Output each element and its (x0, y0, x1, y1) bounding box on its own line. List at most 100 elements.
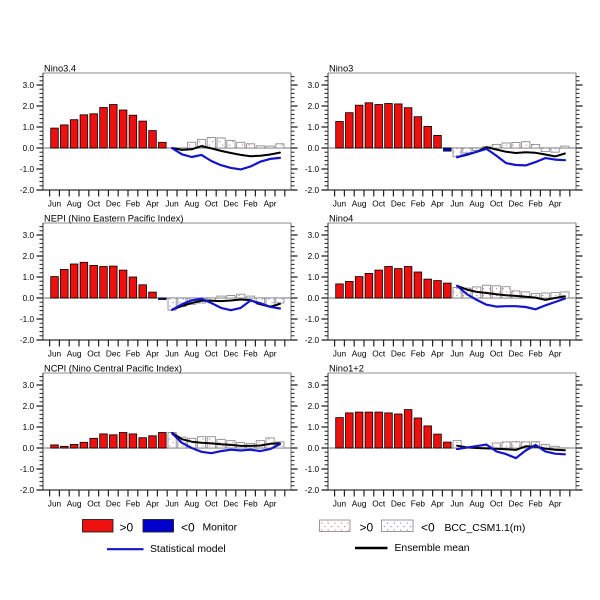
svg-text:0.0: 0.0 (308, 444, 320, 453)
svg-text:1.0: 1.0 (23, 123, 35, 132)
svg-text:Apr: Apr (264, 199, 277, 209)
svg-text:<0: <0 (421, 521, 435, 535)
svg-text:Apr: Apr (431, 499, 444, 509)
svg-text:Feb: Feb (528, 349, 543, 359)
svg-text:Apr: Apr (431, 199, 444, 209)
svg-text:Aug: Aug (67, 199, 82, 209)
svg-text:Dec: Dec (509, 199, 524, 209)
svg-text:Feb: Feb (243, 499, 258, 509)
svg-text:Dec: Dec (224, 499, 239, 509)
svg-text:Jun: Jun (165, 199, 179, 209)
svg-text:2.0: 2.0 (23, 102, 35, 111)
svg-text:Jun: Jun (450, 349, 464, 359)
svg-text:Feb: Feb (126, 349, 141, 359)
svg-text:Dec: Dec (106, 499, 121, 509)
svg-text:Aug: Aug (469, 199, 484, 209)
svg-text:Jun: Jun (48, 349, 62, 359)
svg-text:Dec: Dec (509, 499, 524, 509)
svg-text:Jun: Jun (333, 499, 347, 509)
svg-text:-2.0: -2.0 (305, 486, 320, 495)
svg-text:Feb: Feb (411, 349, 426, 359)
svg-text:Oct: Oct (87, 499, 101, 509)
svg-text:Aug: Aug (67, 349, 82, 359)
svg-text:0.0: 0.0 (23, 444, 35, 453)
svg-text:Oct: Oct (372, 499, 386, 509)
svg-text:Feb: Feb (528, 499, 543, 509)
svg-text:-1.0: -1.0 (20, 465, 35, 474)
svg-text:Feb: Feb (126, 199, 141, 209)
svg-text:NEPI (Nino Eastern Pacific Ind: NEPI (Nino Eastern Pacific Index) (44, 214, 184, 224)
svg-text:Nino3.4: Nino3.4 (44, 64, 76, 74)
svg-text:Aug: Aug (67, 499, 82, 509)
svg-text:Dec: Dec (391, 349, 406, 359)
svg-text:Jun: Jun (333, 199, 347, 209)
svg-text:Oct: Oct (87, 349, 101, 359)
svg-text:Apr: Apr (146, 349, 159, 359)
svg-text:Apr: Apr (264, 499, 277, 509)
svg-text:-2.0: -2.0 (20, 336, 35, 345)
svg-text:-2.0: -2.0 (20, 186, 35, 195)
svg-text:1.0: 1.0 (308, 423, 320, 432)
svg-text:3.0: 3.0 (308, 231, 320, 240)
svg-text:0.0: 0.0 (308, 294, 320, 303)
svg-text:Dec: Dec (106, 199, 121, 209)
svg-text:-1.0: -1.0 (20, 165, 35, 174)
svg-text:0.0: 0.0 (23, 294, 35, 303)
svg-text:-2.0: -2.0 (20, 486, 35, 495)
svg-text:Jun: Jun (165, 349, 179, 359)
svg-text:Oct: Oct (490, 199, 504, 209)
svg-text:Jun: Jun (48, 499, 62, 509)
svg-text:>0: >0 (360, 521, 374, 535)
svg-text:Feb: Feb (243, 349, 258, 359)
svg-text:Apr: Apr (549, 499, 562, 509)
svg-text:Dec: Dec (106, 349, 121, 359)
svg-text:-1.0: -1.0 (305, 165, 320, 174)
svg-text:2.0: 2.0 (308, 102, 320, 111)
svg-text:3.0: 3.0 (23, 381, 35, 390)
svg-text:Jun: Jun (450, 499, 464, 509)
svg-text:Apr: Apr (431, 349, 444, 359)
svg-text:Feb: Feb (243, 199, 258, 209)
svg-text:1.0: 1.0 (308, 123, 320, 132)
svg-text:Aug: Aug (184, 199, 199, 209)
svg-text:Aug: Aug (469, 499, 484, 509)
svg-text:-2.0: -2.0 (305, 336, 320, 345)
svg-text:Oct: Oct (372, 349, 386, 359)
svg-text:Aug: Aug (184, 499, 199, 509)
svg-text:-2.0: -2.0 (305, 186, 320, 195)
svg-text:Aug: Aug (352, 499, 367, 509)
svg-text:1.0: 1.0 (308, 273, 320, 282)
svg-text:3.0: 3.0 (308, 381, 320, 390)
svg-text:-1.0: -1.0 (305, 465, 320, 474)
svg-text:Feb: Feb (411, 199, 426, 209)
svg-text:2.0: 2.0 (23, 402, 35, 411)
svg-text:Statistical model: Statistical model (150, 544, 226, 555)
svg-text:1.0: 1.0 (23, 273, 35, 282)
svg-text:2.0: 2.0 (23, 252, 35, 261)
svg-text:Dec: Dec (391, 499, 406, 509)
svg-text:Nino3: Nino3 (329, 64, 353, 74)
svg-text:NCPI (Nino Central Pacific Ind: NCPI (Nino Central Pacific Index) (44, 364, 182, 374)
svg-text:Oct: Oct (87, 199, 101, 209)
svg-text:Dec: Dec (391, 199, 406, 209)
svg-text:Oct: Oct (490, 499, 504, 509)
svg-text:Feb: Feb (411, 499, 426, 509)
svg-text:Oct: Oct (372, 199, 386, 209)
svg-text:Ensemble mean: Ensemble mean (395, 543, 470, 554)
svg-text:Jun: Jun (450, 199, 464, 209)
svg-text:Feb: Feb (126, 499, 141, 509)
svg-text:BCC_CSM1.1(m): BCC_CSM1.1(m) (445, 523, 526, 534)
svg-text:Dec: Dec (509, 349, 524, 359)
svg-text:Oct: Oct (490, 349, 504, 359)
svg-text:-1.0: -1.0 (20, 315, 35, 324)
svg-text:>0: >0 (120, 521, 134, 535)
svg-text:Oct: Oct (205, 199, 219, 209)
svg-text:Nino1+2: Nino1+2 (329, 364, 364, 374)
svg-text:Apr: Apr (549, 199, 562, 209)
svg-text:Feb: Feb (528, 199, 543, 209)
svg-text:Apr: Apr (146, 499, 159, 509)
svg-text:2.0: 2.0 (308, 402, 320, 411)
svg-text:Nino4: Nino4 (329, 214, 353, 224)
svg-text:Oct: Oct (205, 499, 219, 509)
svg-text:Monitor: Monitor (203, 523, 238, 534)
